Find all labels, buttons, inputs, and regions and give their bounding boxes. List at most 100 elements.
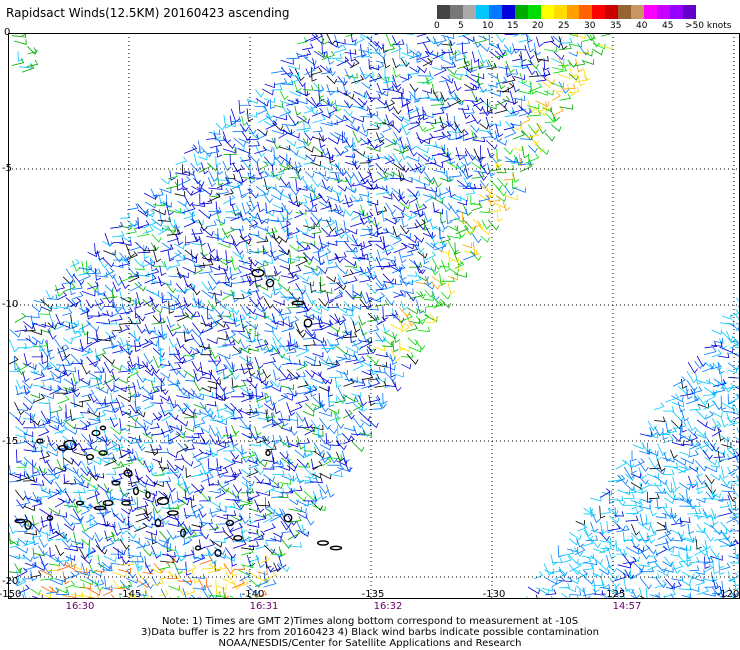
wind-barb [239, 571, 251, 582]
wind-barb [328, 153, 335, 164]
wind-barb [39, 451, 51, 460]
wind-barb [543, 36, 555, 44]
wind-barb [239, 123, 249, 133]
wind-barb [287, 75, 300, 85]
wind-barb [384, 282, 395, 290]
wind-barb [296, 329, 306, 339]
time-label: 14:57 [612, 601, 642, 612]
wind-barb [48, 530, 60, 540]
wind-barb [518, 105, 532, 115]
wind-barb [368, 258, 376, 270]
wind-barb [286, 227, 300, 237]
wind-barb [454, 242, 461, 255]
wind-barb [169, 468, 182, 479]
wind-barb [720, 522, 733, 534]
wind-barb [398, 120, 410, 131]
wind-barb [677, 401, 686, 413]
wind-barb [199, 518, 213, 525]
wind-barb [232, 380, 247, 388]
wind-barb [103, 406, 114, 413]
wind-barb [286, 53, 300, 60]
wind-barb [398, 195, 409, 205]
wind-barb [487, 120, 502, 126]
wind-barb [649, 463, 661, 470]
wind-barb [318, 400, 329, 413]
wind-barb [161, 294, 173, 301]
wind-barb [311, 299, 323, 311]
wind-barb [352, 254, 366, 260]
wind-barb [575, 48, 590, 54]
wind-barb [38, 537, 48, 548]
wind-barb [310, 500, 323, 511]
wind-barb [729, 340, 739, 349]
wind-barb [113, 381, 119, 393]
wind-barb [143, 218, 157, 229]
wind-barb [423, 193, 437, 200]
wind-barb [230, 307, 240, 315]
wind-barb [182, 579, 193, 586]
wind-barb [462, 242, 473, 249]
wind-barb [455, 161, 465, 170]
wind-barb [399, 201, 411, 210]
wind-barb [63, 299, 76, 310]
wind-barb [296, 422, 309, 428]
wind-barb [721, 466, 729, 479]
wind-barb [176, 393, 190, 399]
wind-barb [342, 310, 354, 317]
wind-barb [401, 217, 409, 228]
wind-barb [87, 482, 100, 491]
wind-barb [358, 315, 367, 326]
wind-barb [600, 507, 611, 515]
wind-barb [293, 371, 306, 378]
wind-barb [712, 588, 723, 595]
wind-barb [720, 383, 734, 389]
wind-barb [168, 208, 182, 214]
wind-barb [545, 100, 552, 111]
wind-barb [424, 186, 437, 193]
wind-barb [334, 315, 347, 324]
wind-barb [94, 298, 104, 306]
wind-barb [30, 588, 41, 596]
wind-barb [48, 560, 61, 567]
wind-barb [94, 538, 106, 552]
wind-barb [398, 312, 413, 323]
wind-barb [480, 145, 486, 160]
island-outline [121, 500, 131, 506]
wind-barb [111, 231, 125, 238]
wind-barb [685, 547, 693, 560]
wind-barb [262, 308, 270, 320]
wind-barb [327, 302, 339, 308]
wind-barb [205, 577, 212, 589]
wind-barb [720, 434, 731, 442]
wind-barb [463, 66, 473, 74]
wind-barb [662, 426, 677, 435]
wind-barb [104, 284, 115, 293]
wind-barb [80, 443, 93, 451]
wind-barb [376, 90, 389, 97]
wind-barb [33, 363, 40, 375]
wind-barb [390, 348, 401, 362]
wind-barb [614, 511, 625, 517]
wind-barb [56, 410, 65, 426]
wind-barb [87, 520, 99, 530]
wind-barb [481, 99, 491, 107]
wind-barb [376, 261, 391, 268]
wind-barb [703, 392, 716, 403]
wind-barb [405, 324, 418, 332]
wind-barb [401, 73, 413, 83]
wind-barb [207, 587, 219, 599]
wind-barb [38, 362, 48, 370]
wind-barb [694, 506, 703, 520]
wind-barb [246, 201, 256, 213]
wind-barb [295, 306, 310, 314]
wind-barb [137, 203, 149, 215]
wind-barb [273, 147, 280, 160]
wind-barb [175, 552, 187, 558]
wind-barb [351, 194, 361, 203]
wind-barb [103, 342, 116, 350]
wind-barb [478, 126, 491, 133]
wind-barb [193, 428, 205, 435]
wind-barb [615, 474, 626, 483]
wind-barb [257, 369, 266, 384]
wind-barb [31, 446, 44, 453]
